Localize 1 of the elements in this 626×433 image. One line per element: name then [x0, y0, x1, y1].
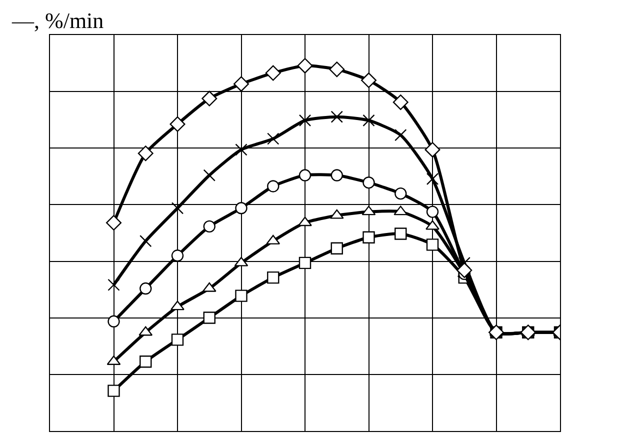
y-axis-title: —, %/min: [11, 8, 104, 33]
